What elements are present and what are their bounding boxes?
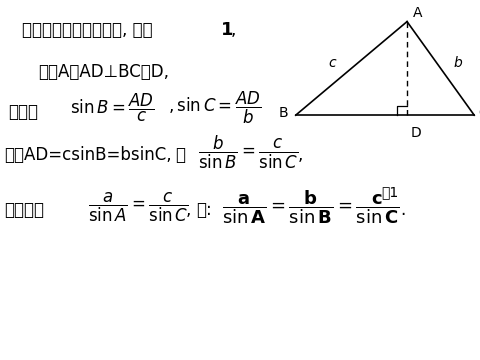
Text: c: c — [328, 56, 336, 70]
Text: $\dfrac{\mathbf{a}}{\mathbf{\sin A}} = \dfrac{\mathbf{b}}{\mathbf{\sin B}} = \df: $\dfrac{\mathbf{a}}{\mathbf{\sin A}} = \… — [222, 188, 400, 226]
Text: $,\sin C = \dfrac{AD}{b}$: $,\sin C = \dfrac{AD}{b}$ — [168, 90, 261, 126]
Text: ,: , — [186, 201, 192, 219]
Text: $\dfrac{b}{\sin B} = \dfrac{c}{\sin C}$: $\dfrac{b}{\sin B} = \dfrac{c}{\sin C}$ — [198, 134, 299, 171]
Text: 若三角形是锐角三角形, 如图: 若三角形是锐角三角形, 如图 — [22, 21, 153, 39]
Text: B: B — [278, 107, 288, 120]
Text: .: . — [400, 201, 405, 219]
Text: 所以AD=csinB=bsinC,: 所以AD=csinB=bsinC, — [4, 146, 172, 164]
Text: 此时有: 此时有 — [8, 103, 38, 121]
Text: $\sin B = \dfrac{AD}{c}$: $\sin B = \dfrac{AD}{c}$ — [70, 92, 155, 124]
Text: b: b — [454, 56, 462, 70]
Text: D: D — [411, 126, 421, 140]
Text: A: A — [413, 6, 422, 20]
Text: 图1: 图1 — [382, 185, 398, 199]
Text: 过点A作AD⊥BC于D,: 过点A作AD⊥BC于D, — [38, 63, 169, 81]
Text: $\dfrac{a}{\sin A} = \dfrac{c}{\sin C}$: $\dfrac{a}{\sin A} = \dfrac{c}{\sin C}$ — [88, 190, 189, 224]
Text: 即:: 即: — [196, 201, 212, 219]
Text: C: C — [478, 107, 480, 120]
Text: 即: 即 — [175, 146, 185, 164]
Text: ,: , — [298, 146, 303, 164]
Text: 同理可得: 同理可得 — [4, 201, 44, 219]
Text: $\mathbf{1}$: $\mathbf{1}$ — [220, 21, 233, 39]
Text: ,: , — [231, 21, 236, 39]
